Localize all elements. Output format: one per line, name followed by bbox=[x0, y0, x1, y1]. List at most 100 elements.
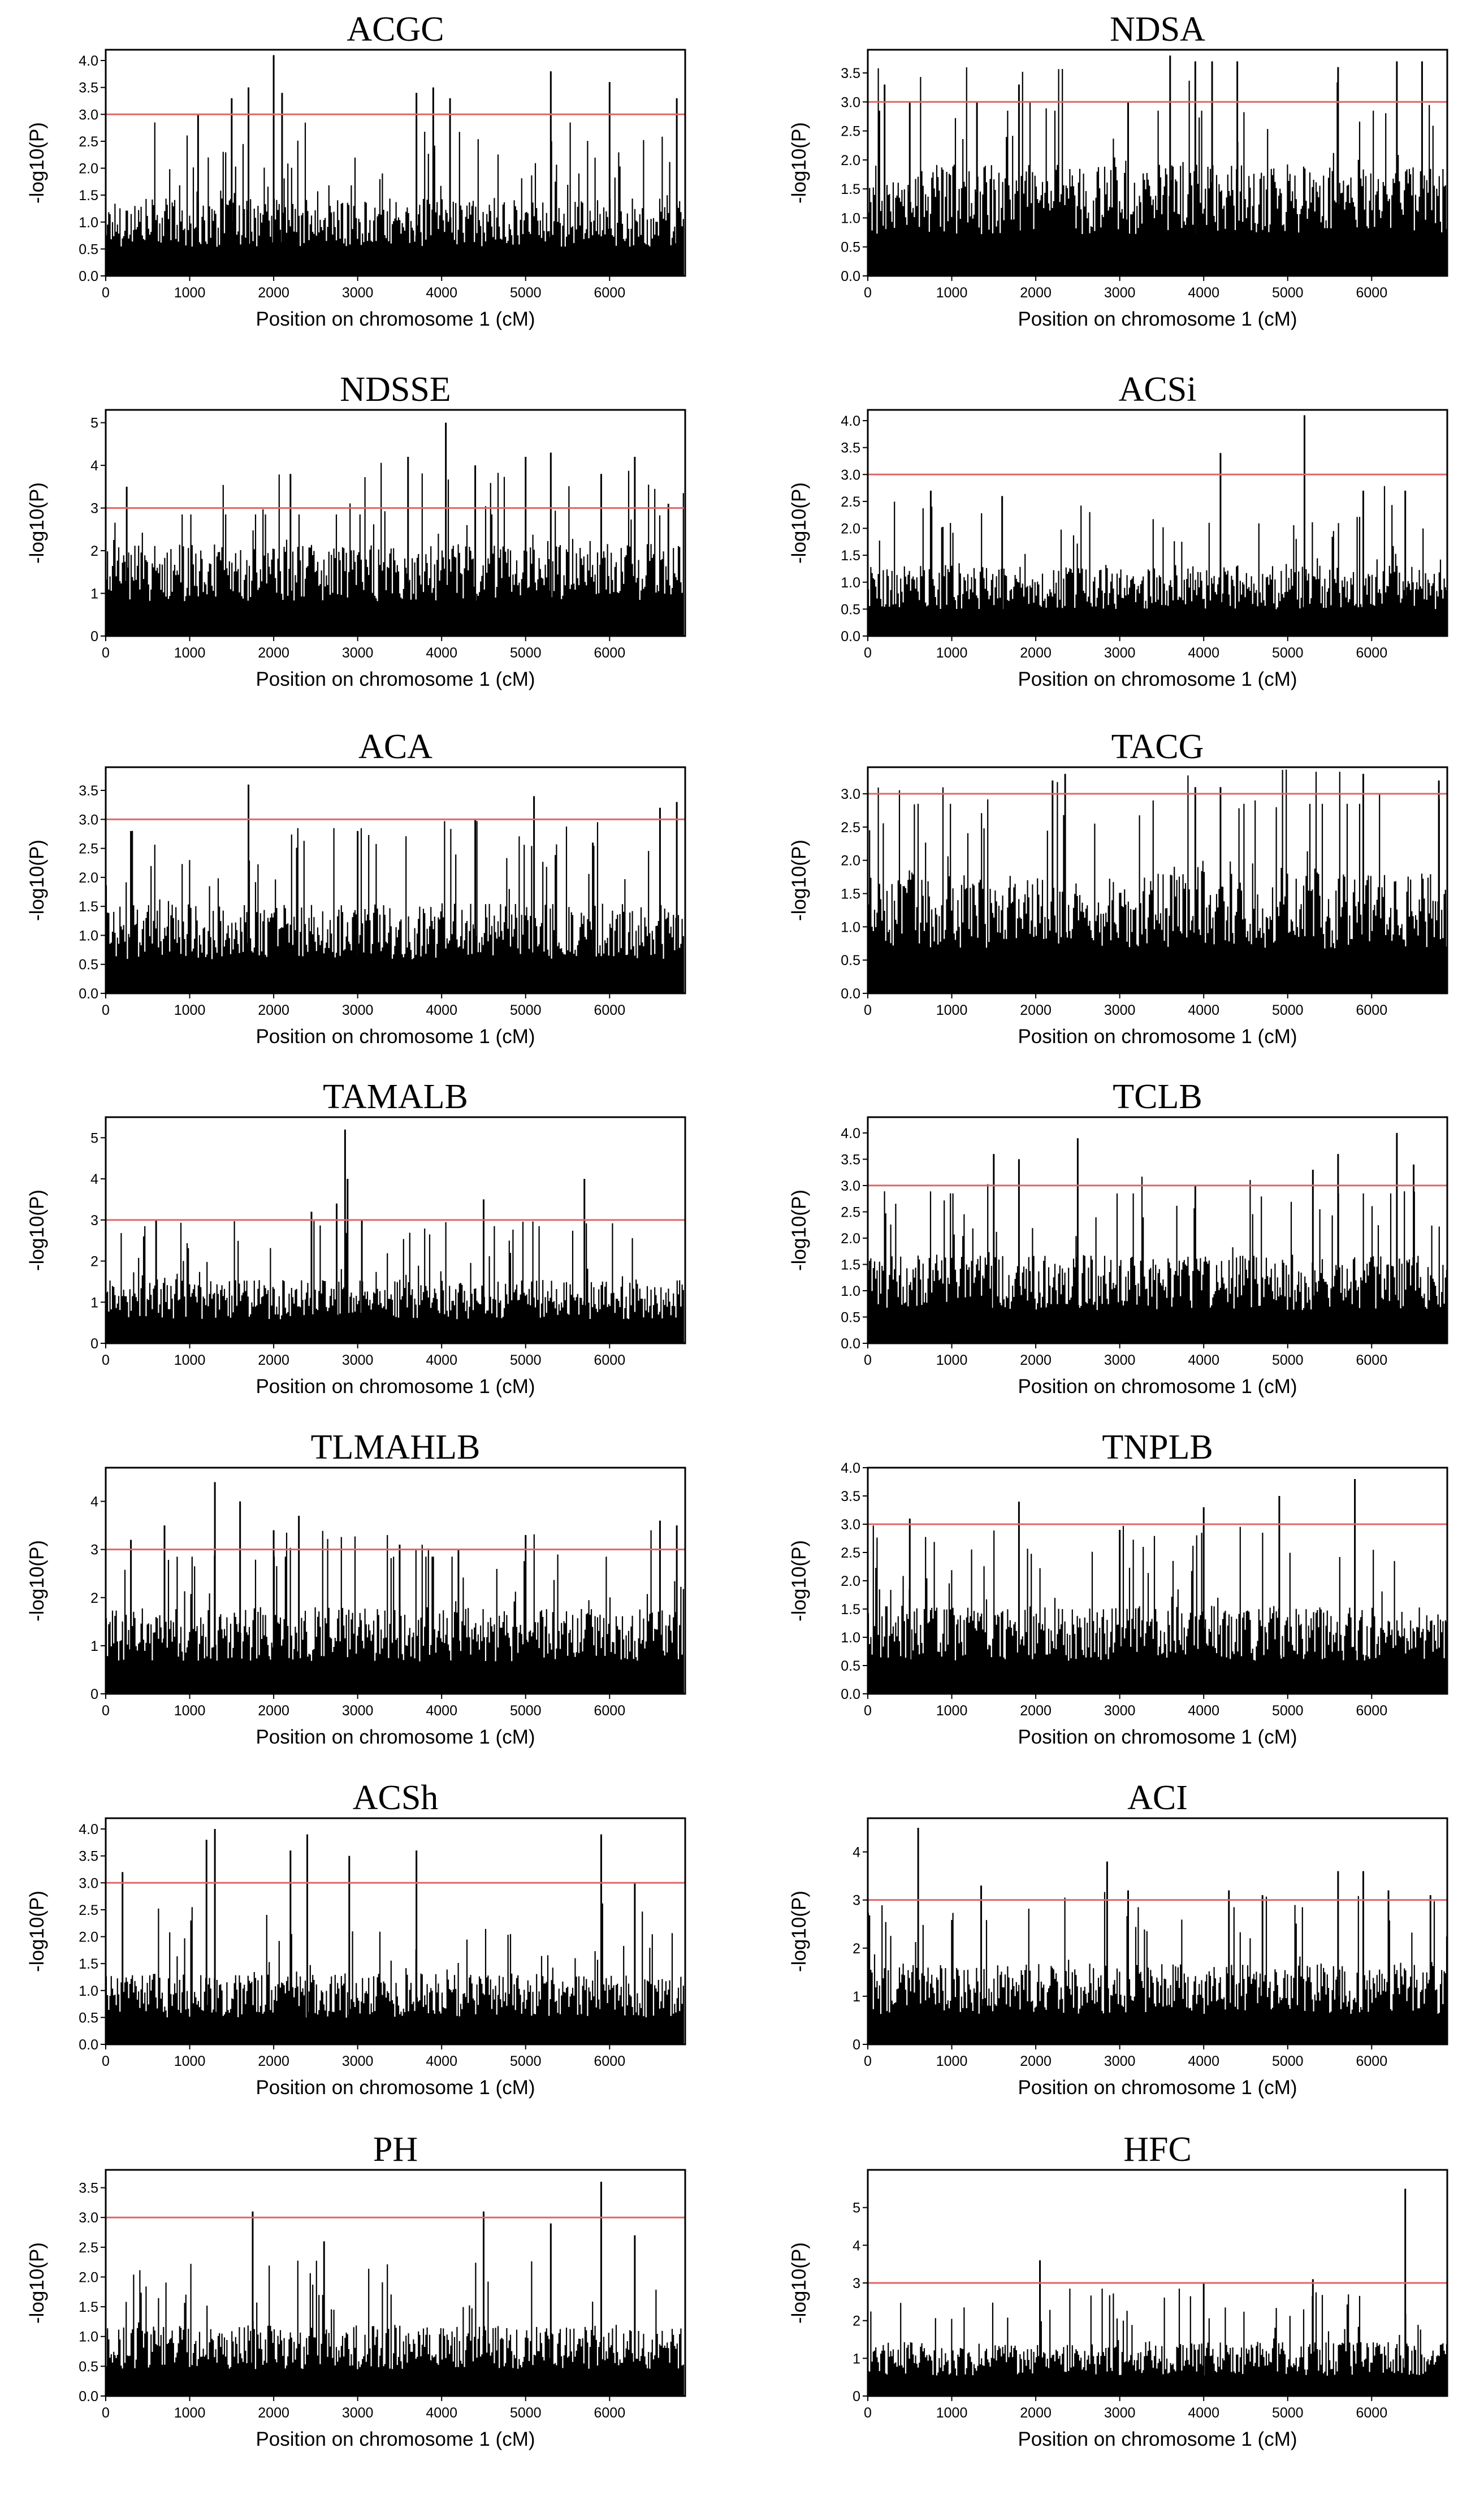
y-tick-label: 1.0 bbox=[841, 1283, 860, 1299]
y-tick-label: 3.5 bbox=[841, 66, 860, 81]
y-tick-label: 2 bbox=[90, 1254, 98, 1270]
y-tick-label: 0.5 bbox=[841, 240, 860, 256]
panel-acsh: ACSh 0 1000 2000 3000 4000 5000 6000 0.0 0.5 1.0 1.… bbox=[26, 1779, 686, 2099]
y-tick-label: 2.5 bbox=[841, 820, 860, 836]
plot-frame bbox=[105, 1817, 686, 2045]
x-tick-label: 1000 bbox=[936, 2405, 968, 2421]
x-axis-label: Position on chromosome 1 (cM) bbox=[1018, 668, 1297, 690]
panel-title: PH bbox=[373, 2130, 418, 2169]
panel-tlmahlb: TLMAHLB 0 1000 2000 3000 4000 5000 6000 0 1 2 3 4 Pos… bbox=[26, 1428, 686, 1748]
plot-frame bbox=[105, 409, 686, 637]
y-axis-label: -log10(P) bbox=[26, 840, 48, 921]
x-tick-label: 6000 bbox=[1356, 1002, 1387, 1018]
y-tick-label: 1.5 bbox=[79, 188, 98, 204]
x-tick-label: 0 bbox=[864, 1352, 872, 1368]
noise-bars bbox=[105, 1903, 684, 2044]
y-tick-label: 4.0 bbox=[841, 1460, 860, 1476]
x-tick-label: 4000 bbox=[426, 2053, 457, 2069]
x-tick-label: 4000 bbox=[426, 645, 457, 661]
x-tick-label: 6000 bbox=[594, 1703, 625, 1719]
x-tick-label: 0 bbox=[102, 1703, 110, 1719]
y-tick-label: 2.5 bbox=[79, 1902, 98, 1918]
panel-aci: ACI 0 1000 2000 3000 4000 5000 6000 0 1 2 3 4 Positio… bbox=[788, 1779, 1448, 2099]
plot-frame bbox=[867, 409, 1448, 637]
x-tick-label: 1000 bbox=[174, 2053, 206, 2069]
x-tick-label: 0 bbox=[864, 2053, 872, 2069]
x-tick-label: 4000 bbox=[1188, 2053, 1219, 2069]
y-tick-label: 0.0 bbox=[79, 269, 98, 284]
x-tick-label: 2000 bbox=[258, 1352, 289, 1368]
y-tick-label: 1 bbox=[853, 2351, 860, 2367]
panel-title: ACSh bbox=[353, 1779, 439, 1817]
noise-bars bbox=[867, 486, 1448, 636]
y-tick-label: 3.0 bbox=[79, 1875, 98, 1891]
y-tick-label: 1.0 bbox=[841, 919, 860, 935]
data-bars bbox=[105, 2182, 684, 2396]
y-tick-label: 3.5 bbox=[79, 2181, 98, 2196]
x-tick-label: 1000 bbox=[174, 1002, 206, 1018]
x-tick-label: 5000 bbox=[510, 285, 542, 301]
noise-bars bbox=[867, 67, 1448, 276]
y-tick-label: 3.0 bbox=[79, 812, 98, 828]
x-tick-label: 6000 bbox=[594, 2405, 625, 2421]
x-tick-label: 0 bbox=[864, 285, 872, 301]
x-tick-label: 2000 bbox=[1020, 2053, 1052, 2069]
x-tick-label: 3000 bbox=[342, 2053, 374, 2069]
y-tick-label: 0 bbox=[853, 2389, 860, 2404]
y-tick-label: 3.5 bbox=[841, 1489, 860, 1504]
y-tick-label: 0.5 bbox=[841, 1309, 860, 1325]
y-tick-label: 1 bbox=[90, 1638, 98, 1654]
x-tick-label: 2000 bbox=[1020, 645, 1052, 661]
y-tick-label: 0.0 bbox=[841, 1336, 860, 1352]
x-tick-label: 3000 bbox=[1104, 1352, 1136, 1368]
y-tick-label: 1.5 bbox=[841, 886, 860, 902]
plot-frame bbox=[105, 49, 686, 277]
y-tick-label: 2.0 bbox=[79, 870, 98, 886]
x-tick-label: 4000 bbox=[426, 2405, 457, 2421]
x-tick-label: 3000 bbox=[1104, 1703, 1136, 1719]
y-tick-label: 2.5 bbox=[841, 124, 860, 140]
panel-tacg: TACG 0 1000 2000 3000 4000 5000 6000 0.0 0.5 1.0 1.… bbox=[788, 728, 1448, 1048]
y-tick-label: 3.5 bbox=[79, 783, 98, 799]
y-tick-label: 2 bbox=[853, 2313, 860, 2329]
y-tick-label: 3.0 bbox=[79, 2210, 98, 2226]
x-tick-label: 5000 bbox=[1272, 1352, 1304, 1368]
x-tick-label: 5000 bbox=[510, 1352, 542, 1368]
noise-bars bbox=[867, 769, 1448, 993]
y-tick-label: 5 bbox=[853, 2200, 860, 2216]
x-tick-label: 2000 bbox=[258, 2405, 289, 2421]
panel-title: ACI bbox=[1127, 1779, 1188, 1817]
y-axis-label: -log10(P) bbox=[788, 482, 810, 564]
y-tick-label: 2.0 bbox=[841, 153, 860, 168]
x-tick-label: 1000 bbox=[936, 1002, 968, 1018]
x-tick-label: 2000 bbox=[258, 645, 289, 661]
y-axis-label: -log10(P) bbox=[788, 122, 810, 204]
y-tick-label: 0.5 bbox=[79, 957, 98, 973]
x-axis-label: Position on chromosome 1 (cM) bbox=[1018, 2428, 1297, 2450]
y-axis-label: -log10(P) bbox=[26, 482, 48, 564]
data-bars bbox=[867, 1828, 1448, 2044]
y-tick-label: 2.5 bbox=[841, 1204, 860, 1220]
y-tick-label: 1.5 bbox=[841, 1257, 860, 1273]
x-tick-label: 0 bbox=[864, 645, 872, 661]
x-axis-label: Position on chromosome 1 (cM) bbox=[1018, 2077, 1297, 2099]
x-axis-label: Position on chromosome 1 (cM) bbox=[256, 1376, 535, 1398]
x-tick-label: 1000 bbox=[174, 2405, 206, 2421]
x-tick-label: 2000 bbox=[1020, 285, 1052, 301]
y-tick-label: 0.0 bbox=[841, 629, 860, 645]
x-tick-label: 5000 bbox=[1272, 1002, 1304, 1018]
x-tick-label: 5000 bbox=[510, 1002, 542, 1018]
y-tick-label: 3 bbox=[853, 1893, 860, 1909]
y-tick-label: 0.5 bbox=[79, 2359, 98, 2375]
y-tick-label: 0.0 bbox=[841, 986, 860, 1002]
x-tick-label: 6000 bbox=[1356, 2053, 1387, 2069]
y-tick-label: 0.0 bbox=[79, 986, 98, 1002]
y-tick-label: 4 bbox=[90, 458, 98, 474]
y-tick-label: 0.5 bbox=[841, 1658, 860, 1674]
panel-title: TCLB bbox=[1113, 1078, 1202, 1116]
noise-bars bbox=[867, 1177, 1448, 1343]
noise-bars bbox=[105, 122, 684, 276]
x-tick-label: 2000 bbox=[1020, 1352, 1052, 1368]
x-tick-label: 6000 bbox=[594, 645, 625, 661]
